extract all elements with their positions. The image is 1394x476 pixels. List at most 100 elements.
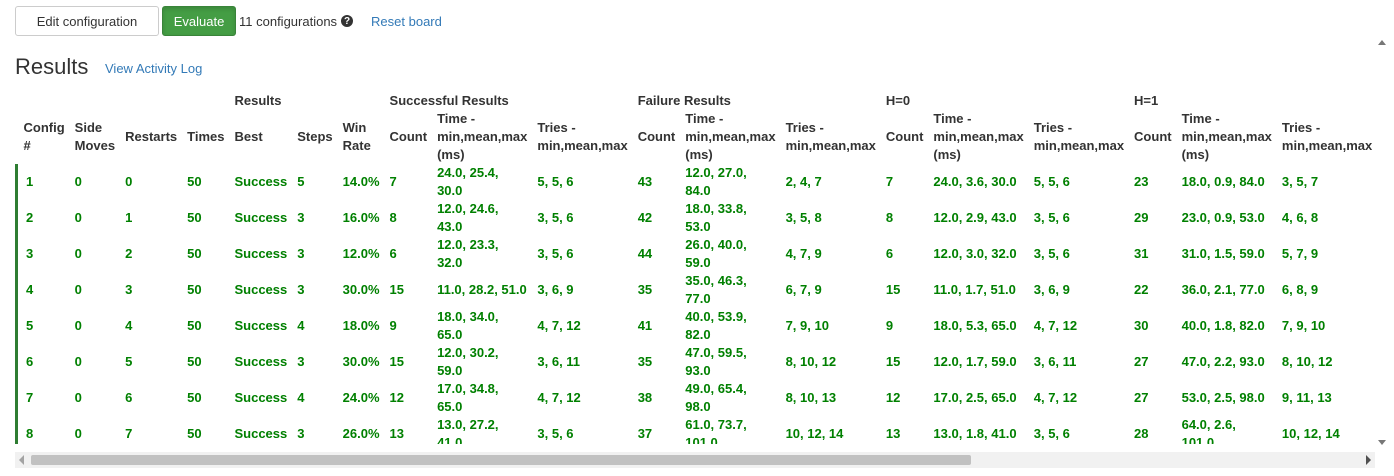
table-cell: 50 — [187, 174, 202, 189]
table-cell: 13.0, 1.8, 41.0 — [933, 426, 1017, 441]
table-cell: 3, 6, 11 — [1033, 354, 1077, 369]
table-cell: 8 — [15, 416, 70, 444]
vertical-scroll-down-arrow[interactable] — [1378, 440, 1386, 445]
group-h0: H=0 — [885, 93, 911, 108]
table-cell: 37 — [637, 426, 653, 441]
table-cell: 3 — [297, 426, 305, 441]
table-cell: Success — [234, 426, 288, 441]
table-cell: 0 — [74, 282, 82, 297]
table-row: 6 0 5 50 Success 3 30.0% 15 12.0, 30.2, 59.0 3, 6… — [15, 344, 1376, 380]
scroll-right-arrow[interactable] — [1366, 455, 1371, 465]
table-row: 8 0 7 50 Success 3 26.0% 13 13.0, 27.2, 41.0 3, 5… — [15, 416, 1376, 444]
edit-configuration-button[interactable]: Edit configuration — [15, 6, 159, 36]
table-cell: 4, 7, 12 — [1033, 390, 1078, 405]
table-row: 7 0 6 50 Success 4 24.0% 12 17.0, 34.8, 65.0 4, 7… — [15, 380, 1376, 416]
table-cell: 7 — [15, 380, 70, 416]
vertical-scroll-up-arrow[interactable] — [1378, 40, 1386, 45]
table-cell: 2 — [15, 200, 70, 236]
table-cell: 35.0, 46.3, 77.0 — [685, 273, 747, 306]
column-header: Time - min,mean,max (ms) — [685, 111, 776, 162]
question-circle-icon[interactable]: ? — [341, 15, 354, 27]
table-cell: 4, 7, 12 — [537, 390, 581, 405]
table-cell: 12.0% — [342, 246, 380, 261]
table-cell: 3, 6, 11 — [537, 354, 581, 369]
column-header: Time - min,mean,max (ms) — [437, 111, 528, 162]
table-cell: 50 — [187, 246, 202, 261]
table-cell: 3 — [15, 236, 70, 272]
reset-board-link[interactable]: Reset board — [371, 13, 442, 29]
table-cell: 13 — [389, 426, 404, 441]
table-cell: 5 — [297, 174, 305, 189]
table-cell: 47.0, 2.2, 93.0 — [1181, 354, 1265, 369]
table-cell: 50 — [187, 390, 202, 405]
table-cell: 12.0, 27.0, 84.0 — [685, 165, 747, 198]
table-cell: 18.0, 34.0, 65.0 — [437, 309, 499, 342]
table-cell: 17.0, 34.8, 65.0 — [437, 381, 499, 414]
table-cell: 5 — [125, 354, 133, 369]
scroll-left-arrow[interactable] — [19, 455, 24, 465]
table-cell: 8, 10, 13 — [785, 390, 837, 405]
table-cell: Success — [234, 318, 288, 333]
table-cell: 4, 7, 12 — [537, 318, 581, 333]
column-header: Count — [885, 129, 924, 144]
table-cell: 26.0, 40.0, 59.0 — [685, 237, 747, 270]
table-cell: 5 — [15, 308, 70, 344]
table-row: 1 0 0 50 Success 5 14.0% 7 24.0, 25.4, 30.0 5, 5,… — [15, 164, 1376, 200]
results-table: Results Successful Results Failure Resul… — [15, 92, 1375, 444]
table-cell: 11.0, 28.2, 51.0 — [437, 282, 527, 297]
table-cell: 3, 5, 7 — [1281, 174, 1319, 189]
column-header: Tries - min,mean,max — [1033, 120, 1125, 153]
table-cell: 50 — [187, 210, 202, 225]
table-cell: 4 — [15, 272, 70, 308]
table-cell: 12.0, 1.7, 59.0 — [933, 354, 1017, 369]
table-cell: 23.0, 0.9, 53.0 — [1181, 210, 1265, 225]
table-cell: 18.0% — [342, 318, 380, 333]
table-cell: 53.0, 2.5, 98.0 — [1181, 390, 1265, 405]
table-cell: 12.0, 2.9, 43.0 — [933, 210, 1017, 225]
table-cell: Success — [234, 246, 288, 261]
table-cell: 3 — [297, 210, 305, 225]
table-cell: 31.0, 1.5, 59.0 — [1181, 246, 1265, 261]
table-cell: 0 — [74, 174, 82, 189]
table-cell: 0 — [74, 354, 82, 369]
table-cell: 24.0% — [342, 390, 380, 405]
table-cell: 50 — [187, 282, 202, 297]
scroll-thumb[interactable] — [31, 455, 971, 465]
results-table-container[interactable]: Results Successful Results Failure Resul… — [15, 92, 1375, 444]
table-cell: 0 — [125, 174, 133, 189]
table-cell: 3 — [297, 354, 305, 369]
group-successful-results: Successful Results — [389, 93, 509, 108]
results-heading: Results — [15, 54, 89, 79]
table-cell: 4, 7, 9 — [785, 246, 822, 261]
table-cell: 15 — [389, 282, 404, 297]
table-cell: 23 — [1134, 174, 1149, 189]
evaluate-button[interactable]: Evaluate — [162, 6, 236, 36]
table-cell: 3, 6, 9 — [537, 282, 574, 297]
table-cell: 0 — [74, 390, 82, 405]
table-cell: 1 — [125, 210, 133, 225]
column-header: Config # — [23, 120, 65, 153]
table-cell: 27 — [1134, 390, 1149, 405]
table-cell: 1 — [15, 164, 70, 200]
column-header: Win Rate — [342, 120, 371, 153]
table-cell: 9, 11, 13 — [1281, 390, 1332, 405]
column-header: Tries - min,mean,max — [537, 120, 628, 153]
column-header: Side Moves — [74, 120, 116, 153]
table-cell: 0 — [74, 318, 82, 333]
table-cell: Success — [234, 210, 288, 225]
table-cell: 3 — [297, 246, 305, 261]
table-cell: 3, 5, 6 — [537, 246, 574, 261]
table-cell: 14.0% — [342, 174, 380, 189]
table-cell: 4 — [297, 390, 305, 405]
table-cell: 5, 5, 6 — [537, 174, 574, 189]
table-cell: 50 — [187, 318, 202, 333]
table-cell: 61.0, 73.7, 101.0 — [685, 417, 747, 444]
column-header: Time - min,mean,max (ms) — [933, 111, 1024, 162]
table-cell: 36.0, 2.1, 77.0 — [1181, 282, 1265, 297]
horizontal-scrollbar[interactable] — [15, 452, 1375, 468]
table-cell: 4 — [125, 318, 133, 333]
column-header: Tries - min,mean,max — [1281, 120, 1373, 153]
view-activity-log-link[interactable]: View Activity Log — [105, 61, 203, 76]
table-cell: 7 — [125, 426, 133, 441]
table-cell: Success — [234, 282, 288, 297]
